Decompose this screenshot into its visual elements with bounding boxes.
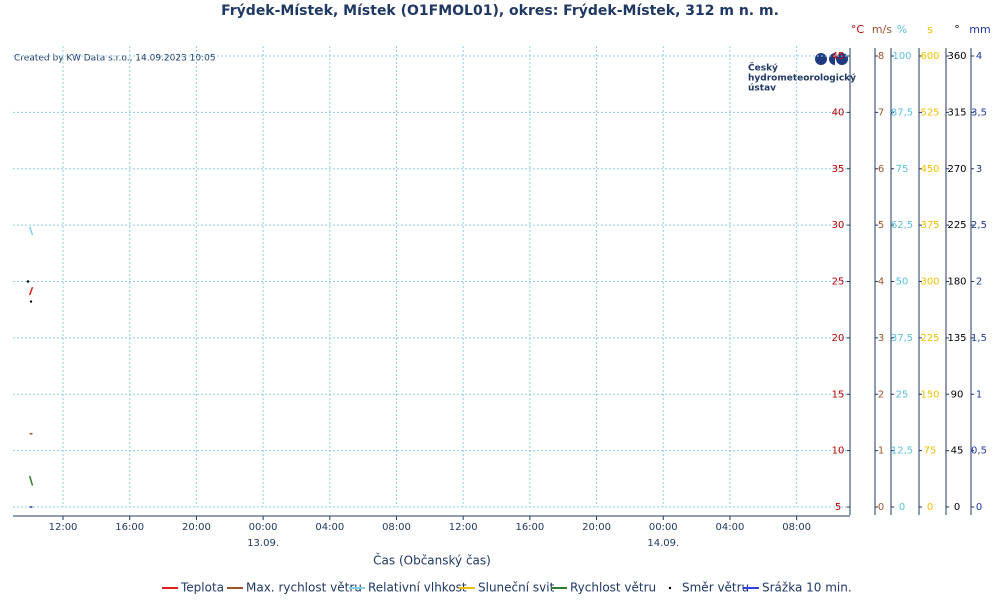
x-tick-label: 08:00: [782, 522, 811, 533]
y-tick-label: 45: [832, 51, 845, 62]
y-tick-label: 12,5: [891, 446, 913, 457]
y-tick-label: 1,5: [971, 333, 987, 344]
y-tick-label: 0: [878, 502, 884, 513]
legend-swatch: [668, 586, 672, 590]
y-tick-label: 100: [892, 51, 911, 62]
chart-title: Frýdek-Místek, Místek (O1FMOL01), okres:…: [221, 3, 779, 19]
y-tick-label: 15: [832, 389, 845, 400]
y-tick-label: 2: [976, 277, 982, 288]
y-axis-unit: m/s: [872, 23, 892, 36]
y-axis-unit: mm: [969, 23, 990, 36]
y-tick-label: 87,5: [891, 107, 913, 118]
x-tick-label: 20:00: [582, 522, 611, 533]
y-tick-label: 5: [878, 220, 884, 231]
y-tick-label: 135: [947, 333, 966, 344]
y-tick-label: 75: [924, 446, 937, 457]
x-tick-label: 16:00: [115, 522, 144, 533]
y-tick-label: 50: [896, 277, 909, 288]
y-tick-label: 90: [951, 389, 964, 400]
y-tick-label: 0: [927, 502, 933, 513]
y-tick-label: 3: [976, 164, 982, 175]
y-tick-label: 0,5: [971, 446, 987, 457]
y-tick-label: 75: [896, 164, 909, 175]
y-tick-label: 40: [832, 107, 845, 118]
legend-label: Relativní vlhkost: [368, 581, 467, 595]
y-tick-label: 20: [832, 333, 845, 344]
series-line: [28, 286, 34, 296]
x-date-label: 14.09.: [647, 538, 679, 549]
y-tick-label: 360: [947, 51, 966, 62]
y-tick-label: 2,5: [971, 220, 987, 231]
legend-label: Sluneční svit: [478, 581, 555, 595]
legend-label: Směr větru: [682, 581, 749, 595]
logo-dot: [815, 53, 827, 65]
point: [26, 280, 30, 283]
y-tick-label: 4: [976, 51, 982, 62]
x-tick-label: 00:00: [649, 522, 678, 533]
y-tick-label: 8: [878, 51, 884, 62]
y-axis-unit: °C: [851, 23, 865, 36]
y-tick-label: 7: [878, 107, 884, 118]
series-line: [28, 226, 34, 236]
y-tick-label: 3,5: [971, 107, 987, 118]
logo: Český hydrometeorologický ústav: [748, 53, 856, 94]
legend-label: Srážka 10 min.: [762, 581, 852, 595]
y-tick-label: 25: [832, 277, 845, 288]
y-tick-label: 62,5: [891, 220, 913, 231]
y-axis-unit: %: [897, 23, 907, 36]
y-tick-label: 35: [832, 164, 845, 175]
logo-text: ústav: [748, 84, 776, 94]
x-tick-label: 04:00: [315, 522, 344, 533]
x-tick-label: 04:00: [716, 522, 745, 533]
y-axis-unit: s: [927, 23, 933, 36]
y-tick-label: 0: [954, 502, 960, 513]
y-tick-label: 2: [878, 389, 884, 400]
y-tick-label: 25: [896, 389, 909, 400]
x-tick-label: 20:00: [182, 522, 211, 533]
y-tick-label: 270: [947, 164, 966, 175]
y-tick-label: 30: [832, 220, 845, 231]
x-tick-label: 16:00: [515, 522, 544, 533]
y-tick-label: 1: [878, 446, 884, 457]
legend-label: Teplota: [180, 581, 224, 595]
y-tick-label: 5: [835, 502, 841, 513]
logo-text: hydrometeorologický: [748, 74, 856, 84]
y-tick-label: 10: [832, 446, 845, 457]
series-line: [28, 475, 34, 486]
x-tick-label: 12:00: [49, 522, 78, 533]
legend-label: Max. rychlost větru: [246, 581, 362, 595]
x-date-label: 13.09.: [247, 538, 279, 549]
credit: Created by KW Data s.r.o., 14.09.2023 10…: [14, 54, 216, 64]
y-tick-label: 1: [976, 389, 982, 400]
y-tick-label: 225: [947, 220, 966, 231]
y-tick-label: 225: [920, 333, 939, 344]
x-tick-label: 12:00: [449, 522, 478, 533]
y-tick-label: 37,5: [891, 333, 913, 344]
x-tick-label: 00:00: [249, 522, 278, 533]
legend-label: Rychlost větru: [570, 581, 656, 595]
y-axis-unit: °: [954, 23, 960, 36]
y-tick-label: 315: [947, 107, 966, 118]
y-tick-label: 150: [920, 389, 939, 400]
y-tick-label: 525: [920, 107, 939, 118]
y-tick-label: 4: [878, 277, 884, 288]
x-tick-label: 08:00: [382, 522, 411, 533]
x-axis-title: Čas (Občanský čas): [373, 553, 491, 568]
y-tick-label: 300: [920, 277, 939, 288]
logo-text: Český: [748, 62, 778, 74]
point: [29, 300, 33, 303]
y-tick-label: 6: [878, 164, 884, 175]
y-tick-label: 0: [899, 502, 905, 513]
y-tick-label: 375: [920, 220, 939, 231]
y-tick-label: 0: [976, 502, 982, 513]
y-tick-label: 45: [951, 446, 964, 457]
y-tick-label: 180: [947, 277, 966, 288]
y-tick-label: 450: [920, 164, 939, 175]
y-tick-label: 3: [878, 333, 884, 344]
y-tick-label: 600: [920, 51, 939, 62]
